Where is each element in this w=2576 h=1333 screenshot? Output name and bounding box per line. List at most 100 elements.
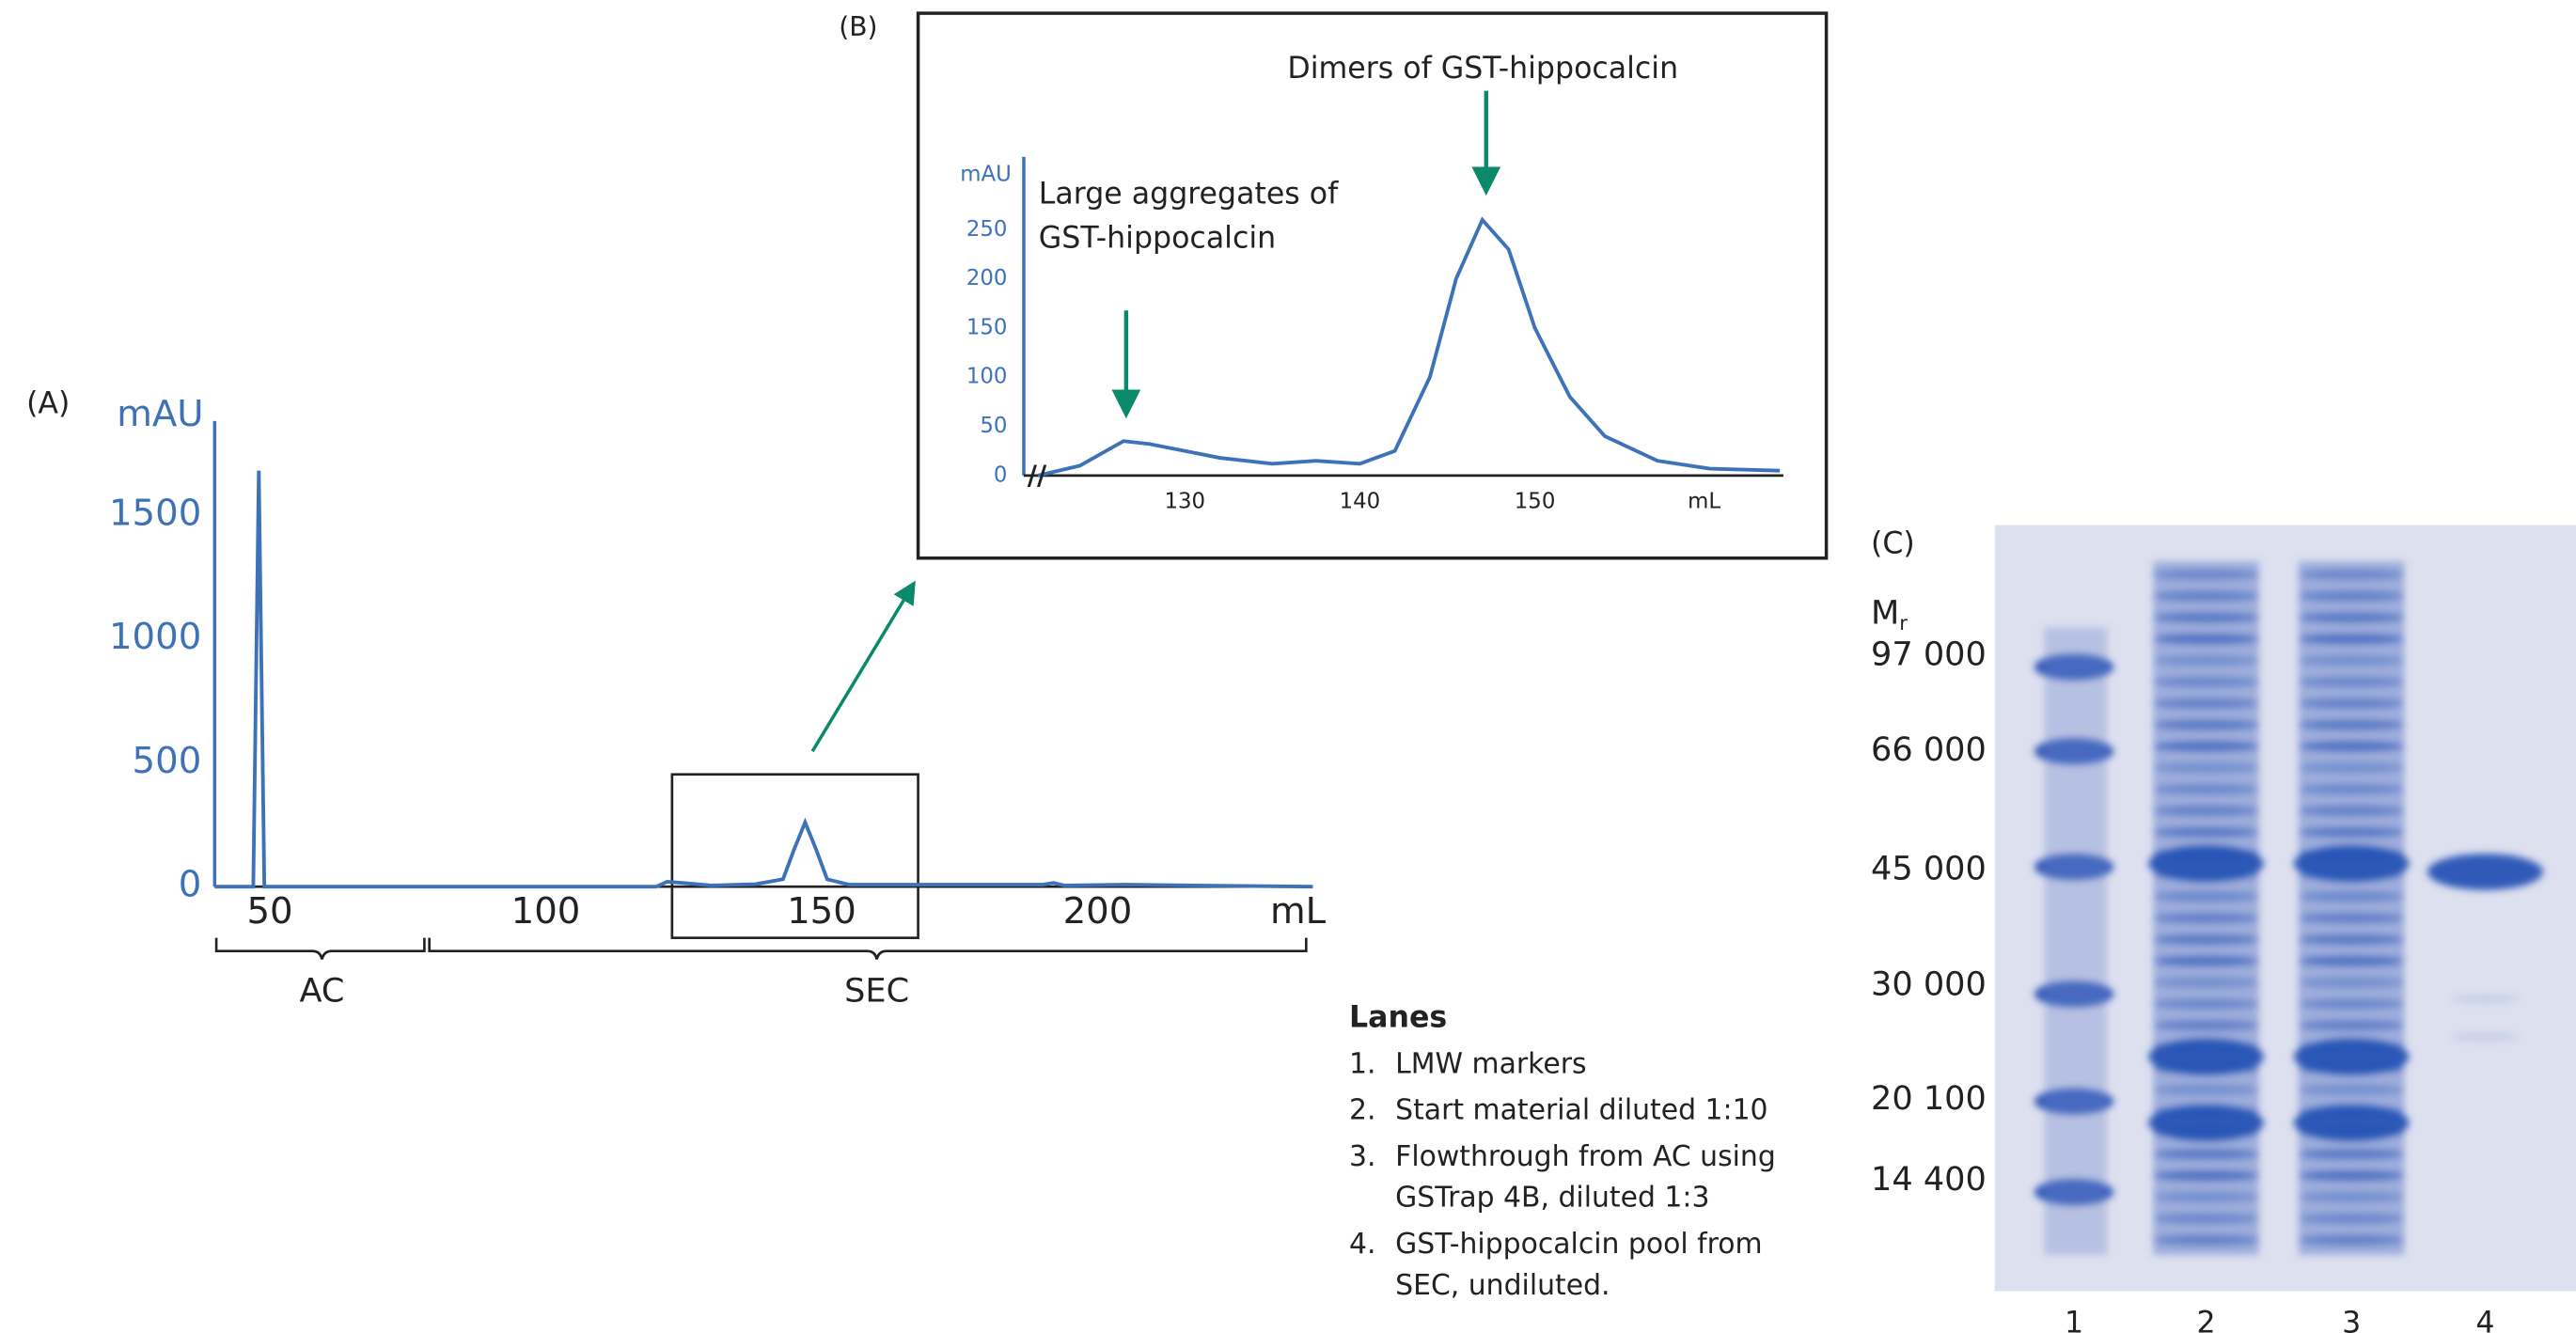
band (2298, 569, 2405, 580)
band (2148, 845, 2265, 882)
legend-text: Start material diluted 1:10 (1395, 1094, 1767, 1127)
y-tick-label: 1500 (109, 493, 201, 535)
band (2153, 1170, 2259, 1181)
legend-text: Flowthrough from AC using (1395, 1140, 1776, 1173)
y-tick-label: 500 (133, 740, 202, 782)
band (2298, 762, 2405, 774)
y-axis-label: mAU (117, 393, 203, 435)
y-axis-label: mAU (960, 163, 1012, 187)
band (2153, 762, 2259, 774)
band (2153, 590, 2259, 602)
band (2298, 784, 2405, 794)
band (2298, 719, 2405, 730)
band (2153, 655, 2259, 666)
band (2153, 1084, 2259, 1095)
legend-number: 4. (1349, 1228, 1375, 1261)
band (2298, 698, 2405, 709)
annotation: Large aggregates of (1039, 177, 1339, 211)
y-tick-label: 0 (179, 864, 202, 906)
marker-label: 66 000 (1871, 730, 1987, 769)
x-tick-label: 150 (1515, 489, 1556, 513)
data-line (1037, 216, 1781, 478)
band (2298, 977, 2405, 988)
gel-bands (2034, 561, 2543, 1255)
legend-number: 1. (1349, 1047, 1375, 1080)
legend-title: Lanes (1349, 1001, 1447, 1035)
annotation: Dimers of GST-hippocalcin (1287, 52, 1678, 86)
band (2298, 1234, 2405, 1246)
band (2153, 934, 2259, 945)
panel-label: (A) (26, 386, 70, 420)
band (2298, 934, 2405, 945)
y-tick-label: 150 (966, 315, 1008, 339)
lane-number: 1 (2065, 1307, 2083, 1333)
band (2293, 845, 2410, 882)
bracket-label: AC (300, 972, 345, 1011)
band (2153, 1213, 2259, 1224)
mr-label: Mr (1871, 593, 1908, 635)
x-axis-label: mL (1270, 890, 1327, 933)
band (2153, 569, 2259, 580)
x-tick-label: 100 (511, 890, 581, 933)
y-tick-label: 100 (966, 365, 1008, 389)
band (2153, 891, 2259, 902)
lane-number: 4 (2475, 1307, 2494, 1333)
annotation: GST-hippocalcin (1039, 222, 1276, 256)
x-tick-label: 50 (246, 890, 292, 933)
legend-number: 2. (1349, 1094, 1375, 1127)
x-tick-label: 130 (1164, 489, 1205, 513)
band (2153, 1149, 2259, 1160)
band (2298, 826, 2405, 838)
band (2153, 1234, 2259, 1246)
band (2298, 677, 2405, 687)
band (2298, 1084, 2405, 1095)
legend-text: LMW markers (1395, 1047, 1586, 1080)
y-tick-label: 250 (966, 217, 1008, 242)
band (2153, 741, 2259, 752)
x-tick-label: 150 (787, 890, 856, 933)
x-tick-label: 140 (1340, 489, 1381, 513)
band (2153, 1192, 2259, 1202)
band (2452, 996, 2519, 1003)
legend-text: SEC, undiluted. (1395, 1269, 1610, 1302)
legend-text: GST-hippocalcin pool from (1395, 1228, 1762, 1261)
lane-number: 2 (2197, 1307, 2216, 1333)
band (2153, 1020, 2259, 1031)
bracket (214, 937, 426, 960)
band (2153, 634, 2259, 645)
band (2452, 1033, 2519, 1041)
band (2427, 854, 2543, 890)
band (2298, 998, 2405, 1010)
band (2298, 891, 2405, 902)
band (2298, 913, 2405, 923)
band (2153, 913, 2259, 923)
band (2153, 719, 2259, 730)
x-tick-label: 200 (1063, 890, 1133, 933)
panel-label: (C) (1871, 527, 1915, 561)
band (2298, 1149, 2405, 1160)
axis-break: // (1028, 461, 1047, 492)
band (2298, 1192, 2405, 1202)
marker-label: 45 000 (1871, 850, 1987, 888)
band (2293, 1038, 2410, 1075)
band (2153, 998, 2259, 1010)
y-tick-label: 1000 (109, 616, 201, 658)
band (2153, 784, 2259, 794)
band (2153, 826, 2259, 838)
data-line (214, 470, 1313, 889)
x-axis-label: mL (1688, 489, 1720, 513)
band (2153, 977, 2259, 988)
band (2298, 590, 2405, 602)
band (2298, 955, 2405, 966)
marker-label: 14 400 (1871, 1160, 1987, 1199)
bracket-label: SEC (844, 972, 909, 1011)
band (2298, 1213, 2405, 1224)
band (2298, 806, 2405, 816)
zoom-arrow (810, 580, 916, 753)
zoom-box (670, 773, 919, 939)
bracket (428, 937, 1308, 960)
band (2148, 1105, 2265, 1141)
band (2298, 634, 2405, 645)
panel-label: (B) (839, 11, 877, 42)
